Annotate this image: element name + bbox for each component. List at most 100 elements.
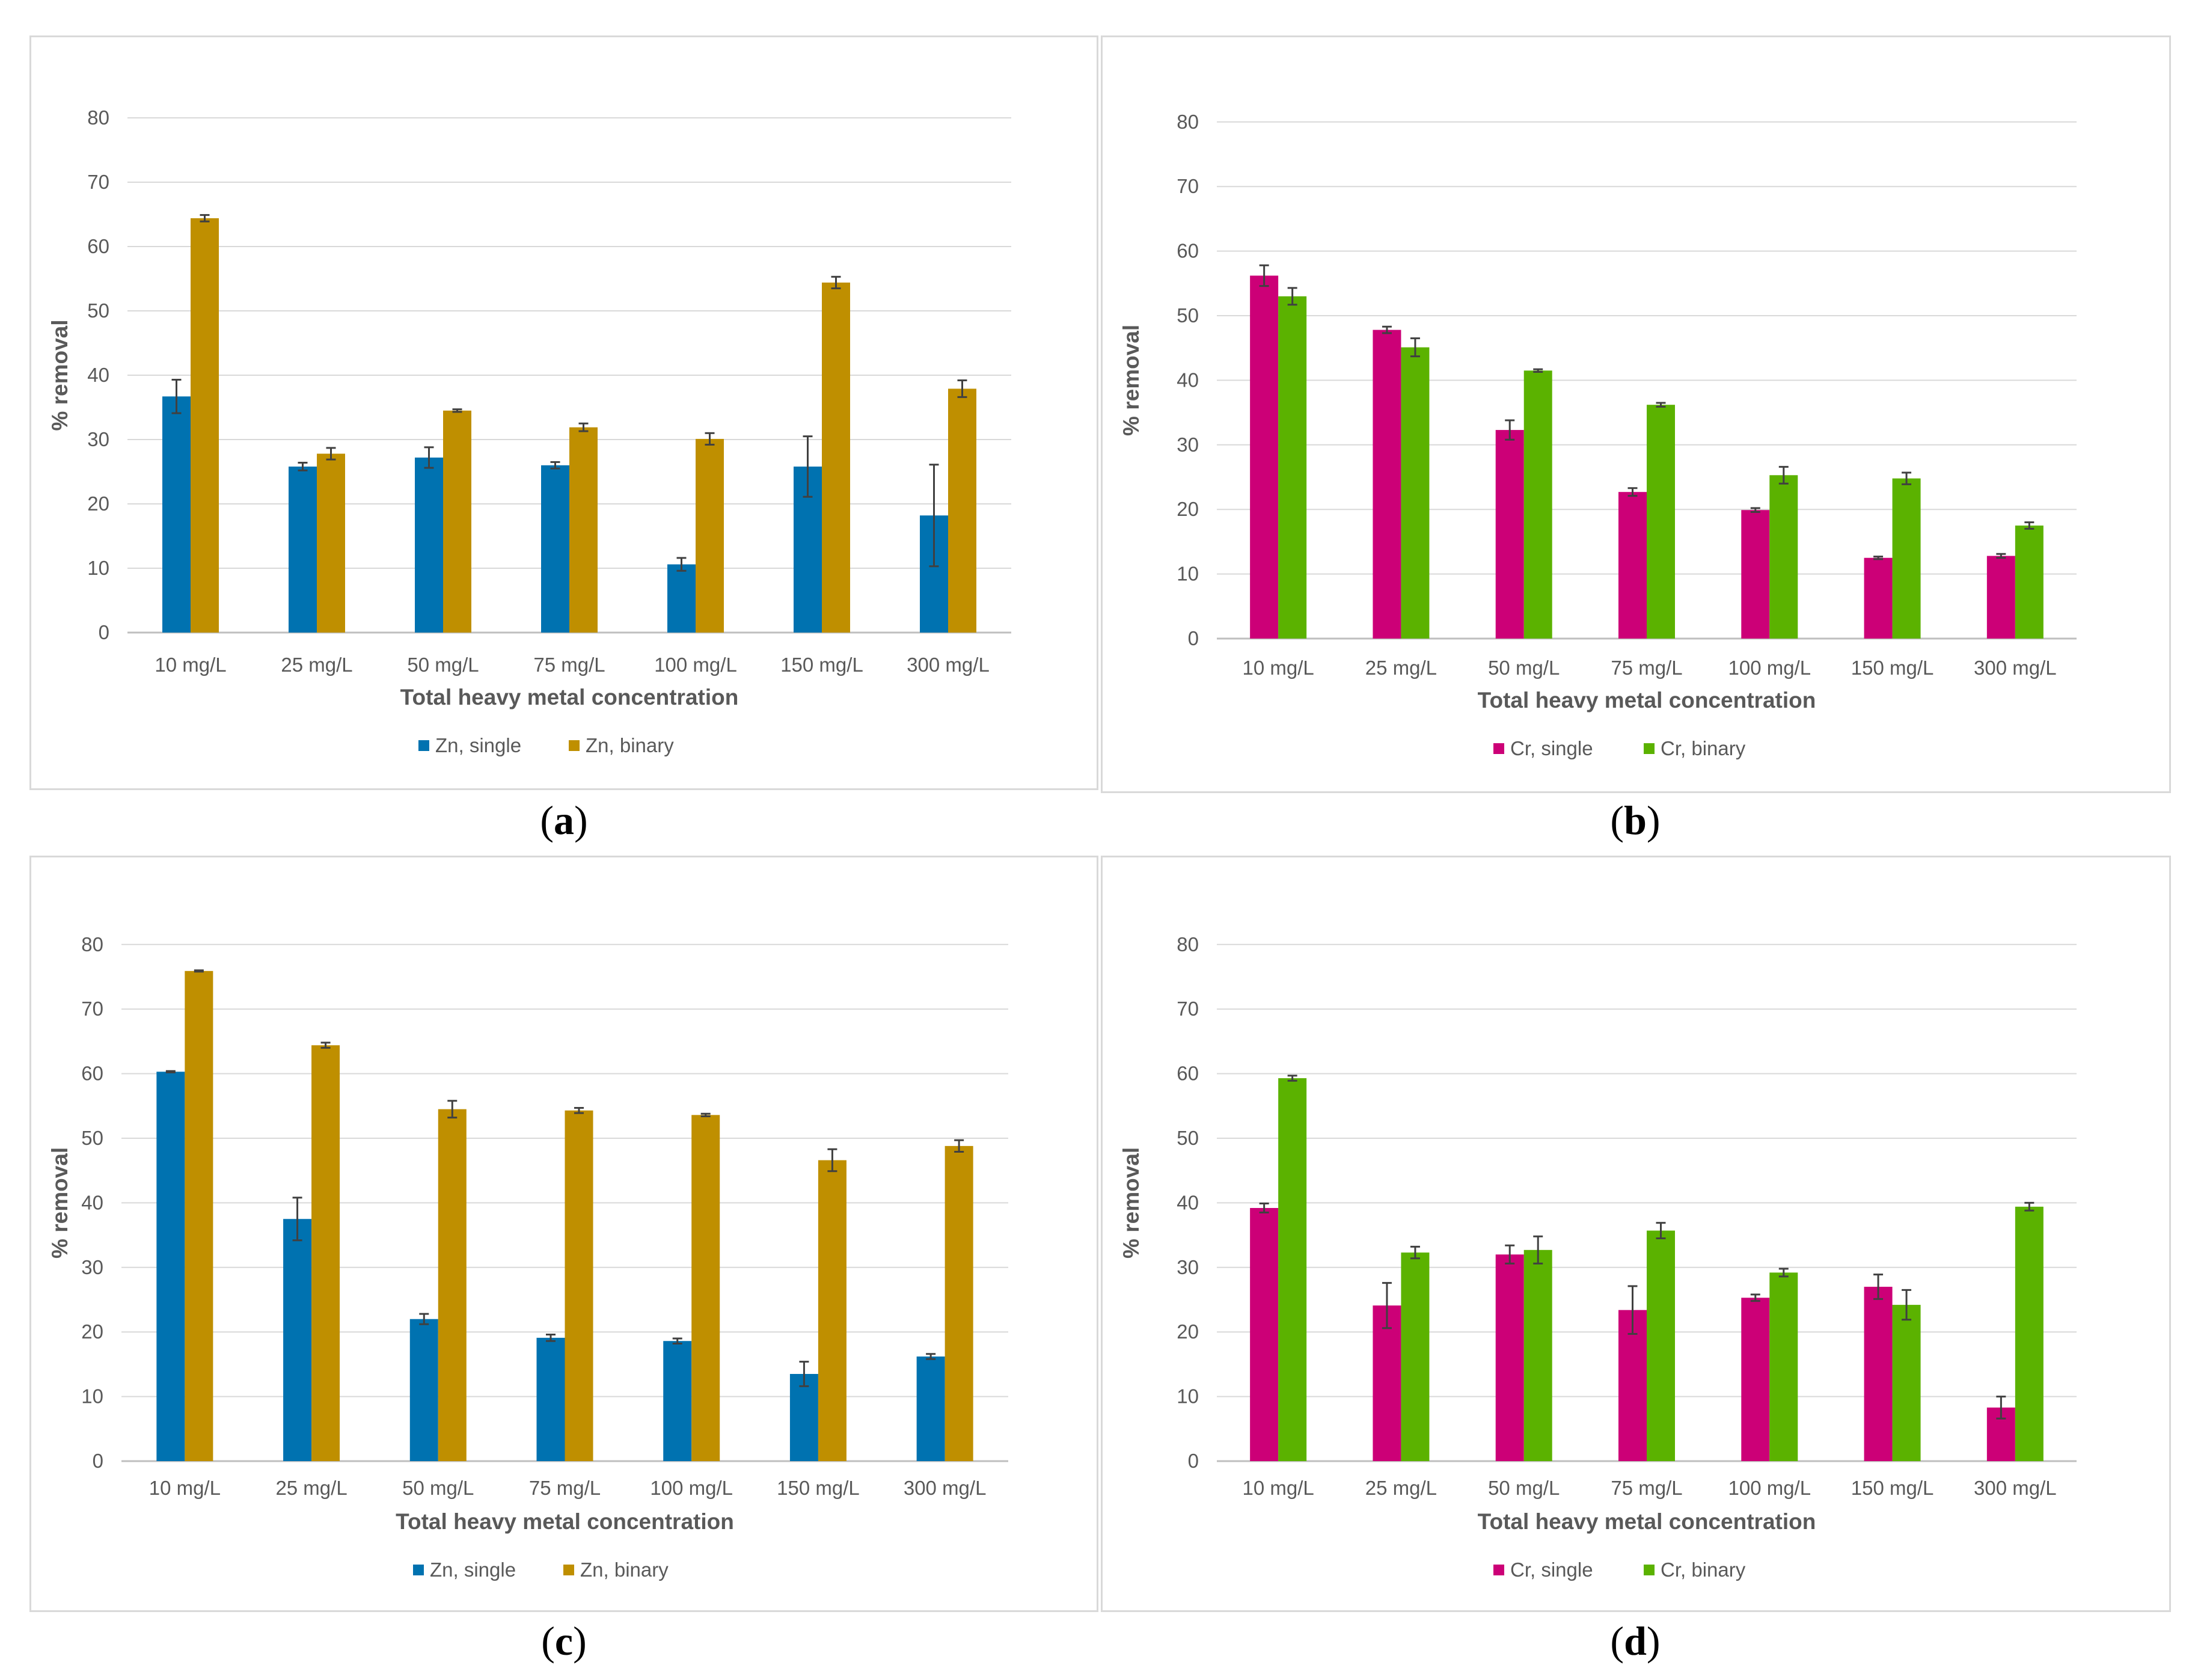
chart-c-y-tick-label: 80	[81, 933, 103, 955]
chart-c-bar-single	[156, 1071, 185, 1461]
chart-d-x-axis-title: Total heavy metal concentration	[1478, 1509, 1816, 1534]
chart-c-y-tick-label: 70	[81, 998, 103, 1020]
chart-a-x-tick-label: 300 mg/L	[907, 654, 990, 676]
chart-d-bar-single	[1864, 1287, 1893, 1461]
chart-c-bar-binary	[311, 1045, 340, 1461]
chart-a-y-tick-label: 80	[87, 106, 109, 129]
chart-c-bar-binary	[438, 1109, 467, 1461]
chart-a-y-tick-label: 10	[87, 557, 109, 579]
chart-b-y-tick-label: 20	[1177, 498, 1199, 520]
chart-a-bar-binary	[948, 388, 976, 633]
chart-a-bar-single	[289, 466, 317, 633]
chart-d-svg: 0 10 20 30 40 50 60 70 80 % removal 10 mg/L 25 mg/L…	[1119, 933, 2077, 1581]
chart-b-bar-single	[1250, 275, 1279, 639]
chart-b-bar-single	[1373, 330, 1401, 639]
chart-b-y-tick-label: 70	[1177, 175, 1199, 197]
chart-a-svg: 0 10 20 30 40 50 60 70 80 % removal 10 mg/L 25 mg/L…	[47, 106, 1011, 756]
chart-c-y-tick-label: 60	[81, 1062, 103, 1085]
panel-label-a: (a)	[540, 797, 588, 843]
chart-c-x-tick-label: 50 mg/L	[402, 1477, 474, 1499]
chart-d-x-tick-label: 10 mg/L	[1243, 1477, 1314, 1499]
chart-d-y-tick-label: 30	[1177, 1256, 1199, 1278]
chart-d-x-tick-label: 25 mg/L	[1365, 1477, 1437, 1499]
chart-d-bar-binary	[2015, 1206, 2044, 1461]
chart-d-x-tick-label: 75 mg/L	[1611, 1477, 1682, 1499]
chart-a-x-tick-label: 150 mg/L	[780, 654, 863, 676]
chart-c-x-tick-label: 10 mg/L	[149, 1477, 221, 1499]
chart-d-y-tick-label: 60	[1177, 1062, 1199, 1085]
chart-b-bar-single	[1741, 510, 1770, 639]
chart-d-bar-binary	[1647, 1230, 1675, 1461]
chart-b-bar-binary	[1523, 370, 1552, 639]
chart-a-x-tick-label: 10 mg/L	[155, 654, 226, 676]
chart-b-x-tick-label: 10 mg/L	[1243, 657, 1314, 679]
chart-d-x-tick-label: 300 mg/L	[1974, 1477, 2057, 1499]
chart-d-bar-binary	[1892, 1305, 1921, 1461]
chart-a-bar-binary	[317, 453, 345, 633]
chart-b-bar-single	[1618, 492, 1647, 639]
chart-d-legend-swatch-single	[1493, 1565, 1504, 1575]
chart-c-x-tick-label: 25 mg/L	[275, 1477, 347, 1499]
chart-c-y-tick-label: 0	[93, 1450, 103, 1472]
chart-d-y-tick-label: 40	[1177, 1191, 1199, 1213]
chart-b-bar-binary	[1647, 405, 1675, 639]
chart-d-legend: Cr, single Cr, binary	[1493, 1559, 1746, 1581]
chart-d-bar-single	[1250, 1207, 1279, 1461]
chart-d-bar-binary	[1401, 1252, 1430, 1461]
chart-a-bar-single	[415, 457, 443, 633]
chart-b-bar-binary	[1401, 347, 1430, 639]
chart-b-legend-label-single: Cr, single	[1510, 737, 1593, 759]
chart-a-bar-binary	[696, 438, 724, 633]
chart-a-y-tick-label: 40	[87, 364, 109, 386]
chart-a-bar-binary	[822, 282, 850, 633]
chart-a-y-tick-label: 50	[87, 299, 109, 322]
panel-label-d: (d)	[1610, 1618, 1661, 1664]
chart-b-y-tick-label: 60	[1177, 240, 1199, 262]
chart-c-legend-label-binary: Zn, binary	[580, 1559, 669, 1581]
chart-b-y-tick-label: 50	[1177, 304, 1199, 326]
chart-a-y-axis-title: % removal	[47, 319, 72, 431]
chart-d-x-tick-label: 100 mg/L	[1728, 1477, 1811, 1499]
chart-b-x-tick-label: 150 mg/L	[1851, 657, 1934, 679]
chart-c-legend-swatch-binary	[563, 1565, 574, 1575]
chart-d-bar-single	[1618, 1310, 1647, 1461]
chart-a-y-tick-label: 60	[87, 235, 109, 257]
chart-b-x-axis-title: Total heavy metal concentration	[1478, 688, 1816, 713]
chart-d-bar-binary	[1278, 1078, 1307, 1461]
chart-c-y-tick-label: 50	[81, 1127, 103, 1149]
chart-b-legend: Cr, single Cr, binary	[1493, 737, 1746, 759]
chart-b-y-tick-label: 0	[1188, 627, 1199, 649]
chart-a-bar-single	[541, 465, 569, 633]
chart-b-bar-single	[1864, 557, 1893, 639]
chart-b-bar-binary	[1278, 296, 1307, 639]
chart-a-x-tick-label: 100 mg/L	[654, 654, 737, 676]
chart-c-bar-single	[536, 1337, 565, 1461]
chart-d-y-tick-label: 10	[1177, 1385, 1199, 1408]
chart-d-bar-single	[1741, 1298, 1770, 1461]
chart-a-x-tick-label: 75 mg/L	[533, 654, 605, 676]
chart-c-bar-binary	[565, 1110, 593, 1461]
chart-a-y-tick-label: 0	[99, 621, 109, 643]
chart-b-legend-label-binary: Cr, binary	[1661, 737, 1746, 759]
chart-b-x-tick-label: 50 mg/L	[1488, 657, 1560, 679]
chart-d-y-tick-label: 80	[1177, 933, 1199, 955]
chart-d-bar-single	[1495, 1254, 1524, 1461]
chart-b-legend-swatch-single	[1493, 743, 1504, 754]
chart-a-legend: Zn, single Zn, binary	[418, 734, 674, 756]
chart-a-bar-single	[162, 396, 191, 633]
panel-label-c: (c)	[541, 1618, 587, 1664]
chart-d-legend-label-single: Cr, single	[1510, 1559, 1593, 1581]
chart-a-bar-binary	[191, 218, 219, 633]
chart-a-x-axis-title: Total heavy metal concentration	[400, 685, 739, 710]
chart-b-y-tick-label: 30	[1177, 434, 1199, 456]
chart-b-x-tick-label: 300 mg/L	[1974, 657, 2057, 679]
chart-d-y-tick-label: 70	[1177, 998, 1199, 1020]
chart-c-y-tick-label: 10	[81, 1385, 103, 1408]
chart-c-y-tick-label: 30	[81, 1256, 103, 1278]
chart-b-x-tick-label: 75 mg/L	[1611, 657, 1682, 679]
chart-a-y-tick-label: 20	[87, 492, 109, 515]
chart-a-bar-binary	[569, 427, 598, 633]
chart-c-bar-binary	[185, 970, 213, 1461]
chart-a-bar-binary	[443, 410, 471, 633]
chart-panel-b: 0 10 20 30 40 50 60 70 80 % removal 10 mg/L 25 mg/L…	[1101, 35, 2171, 793]
